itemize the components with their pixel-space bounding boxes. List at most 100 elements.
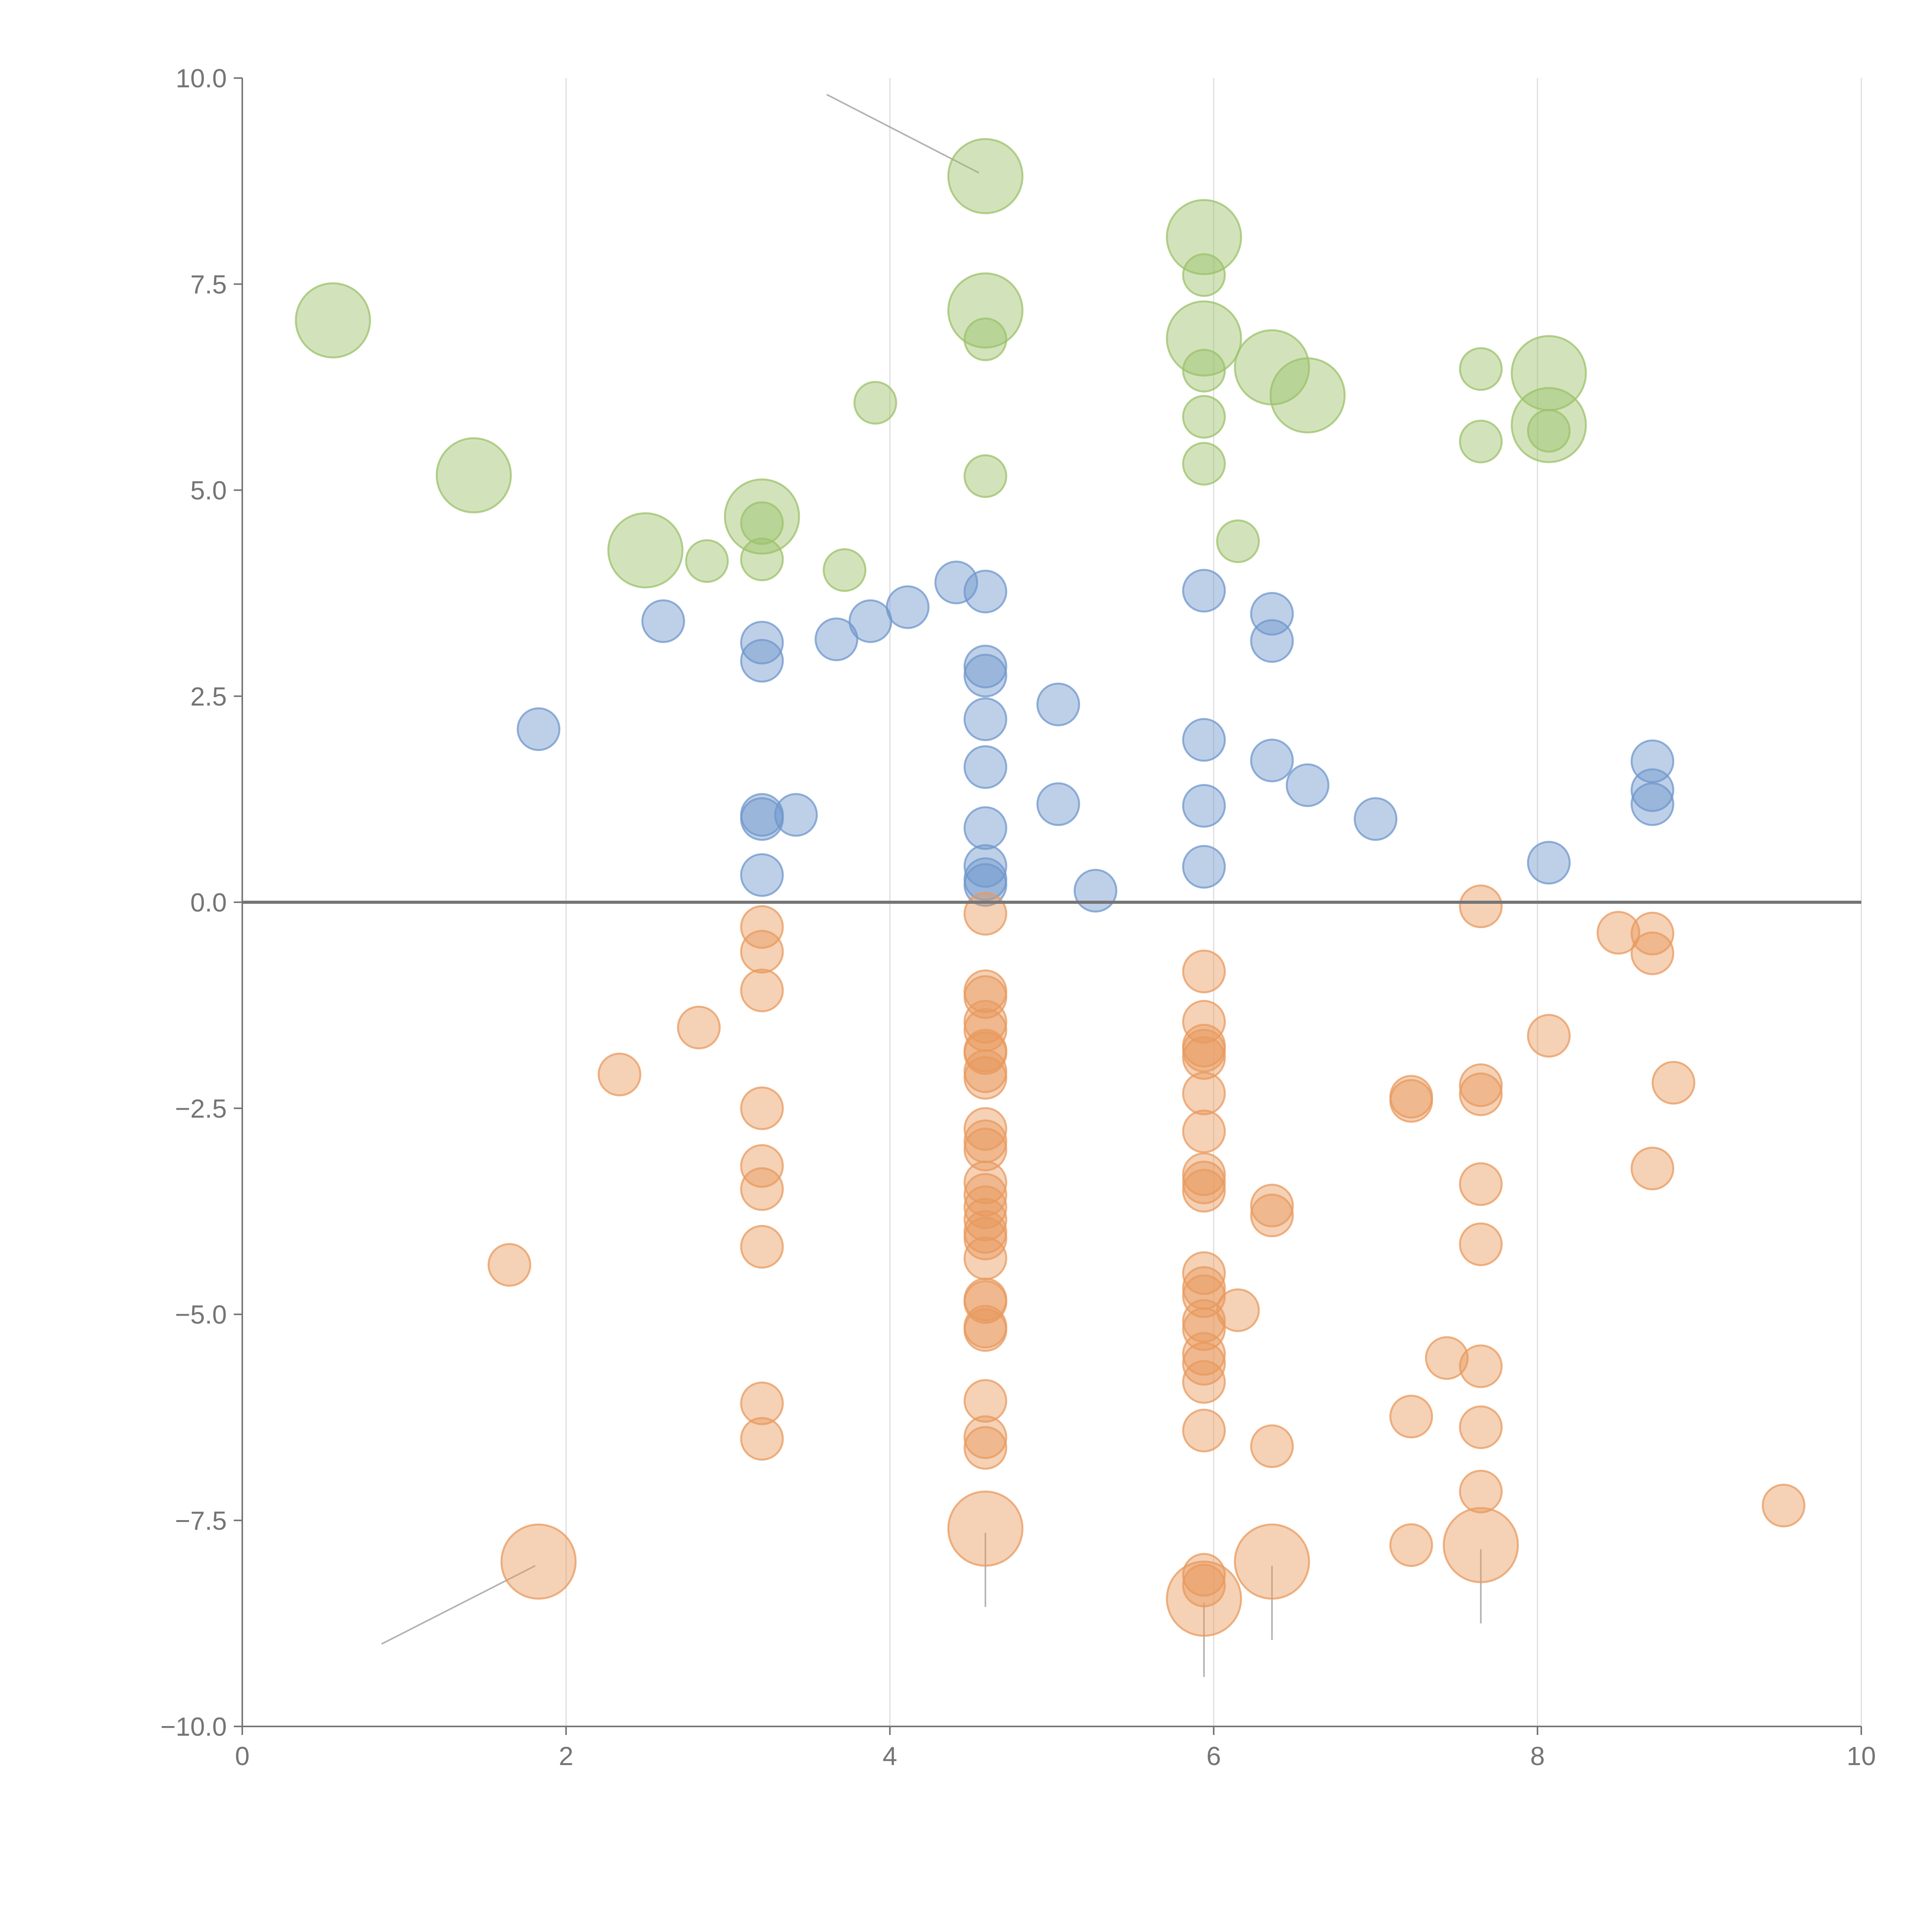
orange-point-78 [1459,1405,1503,1449]
orange-point-37 [963,1415,1007,1459]
orange-point-54 [1182,1307,1226,1351]
y-tick-label: 5.0 [190,476,227,505]
blue-point-10 [886,585,930,629]
orange-point-52 [1182,1274,1226,1318]
green-point-19 [1182,253,1226,297]
orange-point-62 [1216,1288,1260,1332]
y-tick-label: −10.0 [160,1712,227,1742]
blue-point-3 [740,639,784,683]
orange-point-15 [963,975,1007,1019]
green-point-0 [295,282,371,359]
green-point-6 [1166,199,1242,276]
orange-point-87 [1762,1483,1806,1527]
blue-point-23 [1073,869,1117,913]
orange-point-10 [740,1225,784,1269]
blue-point-5 [740,797,784,841]
green-point-21 [1182,395,1226,439]
orange-point-80 [1442,1507,1519,1583]
data-points [295,138,1806,1637]
orange-point-39 [947,1490,1024,1567]
orange-point-8 [740,1144,784,1188]
orange-point-50 [1182,1251,1226,1295]
orange-point-44 [1182,1036,1226,1080]
orange-point-72 [1459,884,1503,929]
orange-point-75 [1459,1162,1503,1206]
y-tick-label: 0.0 [190,888,227,917]
green-point-23 [1216,519,1260,563]
blue-point-13 [963,645,1007,689]
green-point-26 [1527,409,1571,453]
y-tick-label: 10.0 [176,64,227,93]
green-point-16 [853,381,897,425]
orange-point-56 [1182,1342,1226,1386]
orange-point-79 [1459,1469,1503,1514]
blue-point-36 [1630,782,1674,826]
orange-point-71 [1425,1336,1469,1380]
blue-point-6 [740,853,784,897]
blue-point-0 [517,707,561,751]
green-point-22 [1182,442,1226,486]
green-point-12 [685,539,729,583]
blue-point-16 [963,745,1007,789]
orange-point-9 [740,1167,784,1211]
orange-point-77 [1459,1344,1503,1388]
green-point-1 [435,437,512,514]
blue-point-26 [1182,784,1226,828]
blue-point-7 [774,793,818,837]
orange-point-1 [500,1523,577,1600]
green-point-9 [1269,357,1346,434]
orange-point-84 [1630,931,1674,975]
orange-point-81 [1527,1014,1571,1058]
orange-point-60 [1182,1563,1226,1607]
blue-point-32 [1354,797,1398,841]
orange-point-45 [1182,1071,1226,1116]
orange-point-83 [1630,912,1674,956]
orange-point-36 [963,1379,1007,1423]
green-point-11 [1510,387,1587,463]
green-point-25 [1459,420,1503,464]
orange-point-12 [740,1417,784,1461]
orange-point-26 [963,1173,1007,1217]
blue-point-22 [1036,782,1080,826]
y-tick-label: −7.5 [175,1506,227,1536]
blue-point-14 [963,653,1007,697]
orange-point-68 [1389,1079,1433,1123]
orange-point-40 [1182,949,1226,993]
orange-point-61 [1166,1560,1242,1637]
blue-point-15 [963,697,1007,741]
blue-point-21 [1036,682,1080,726]
y-axis-ticks: 10.0 7.5 5.0 2.5 0.0 −2.5 −5.0 −7.5 −10.0 [160,64,242,1742]
orange-point-21 [963,1056,1007,1100]
leader-lines [381,94,1482,1677]
green-point-7 [1166,300,1242,377]
orange-point-86 [1651,1061,1696,1105]
blue-point-11 [934,560,978,604]
green-point-3 [724,478,800,555]
orange-point-0 [487,1243,531,1287]
orange-point-2 [597,1053,641,1097]
x-tick-label: 0 [235,1742,250,1771]
blue-point-35 [1630,768,1674,812]
orange-point-65 [1250,1424,1294,1468]
orange-point-11 [740,1381,784,1425]
orange-point-57 [1182,1360,1226,1404]
blue-point-30 [1250,738,1294,782]
blue-point-25 [1182,718,1226,762]
orange-point-3 [677,1005,721,1049]
leader-line-0 [826,94,980,174]
orange-point-24 [963,1128,1007,1172]
y-tick-label: −5.0 [175,1300,227,1330]
blue-point-24 [1182,569,1226,613]
orange-point-69 [1389,1395,1433,1439]
x-axis-ticks: 0 2 4 6 8 10 [235,1726,1876,1771]
orange-point-82 [1597,911,1640,955]
orange-point-13 [963,892,1007,936]
orange-point-46 [1182,1109,1226,1153]
blue-point-1 [641,599,685,643]
y-tick-label: 2.5 [190,682,227,711]
orange-point-85 [1630,1146,1674,1190]
green-point-13 [740,501,784,545]
blue-point-2 [740,621,784,665]
orange-point-49 [1182,1169,1226,1213]
